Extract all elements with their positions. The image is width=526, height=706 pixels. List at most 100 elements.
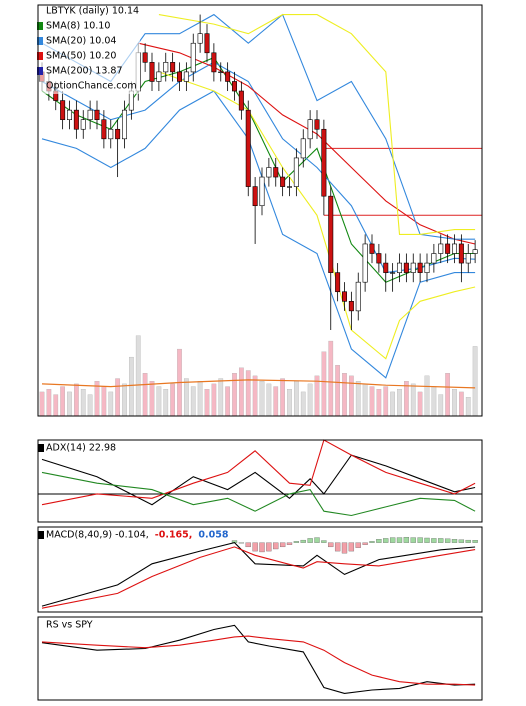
volume-bar <box>355 381 361 417</box>
legend-label: 0.058 <box>198 530 228 541</box>
volume-bar <box>67 391 72 417</box>
candle-body <box>362 243 368 283</box>
volume-bar <box>369 386 375 417</box>
histogram-bar <box>293 541 300 543</box>
legend-swatch <box>37 67 43 75</box>
candle-body <box>335 272 341 293</box>
line-series <box>158 14 476 235</box>
histogram-bar <box>376 539 382 543</box>
candle-body <box>218 71 224 74</box>
histogram-bar <box>321 540 327 543</box>
volume-bar <box>135 335 141 417</box>
volume-bar <box>252 375 258 417</box>
chart-title: LBTYK (daily) 10.14 <box>46 6 139 17</box>
candle-body <box>307 119 313 140</box>
histogram-bar <box>300 539 306 543</box>
candle-body <box>293 157 299 187</box>
legend-swatch <box>37 52 43 60</box>
candle-body <box>383 262 389 273</box>
volume-bar <box>101 386 107 417</box>
histogram-bar <box>369 541 375 543</box>
volume-bar <box>156 386 162 417</box>
histogram-bar <box>424 537 430 543</box>
volume-bar <box>163 389 169 417</box>
volume-bar <box>197 381 203 417</box>
candle-body <box>417 262 423 273</box>
histogram-bar <box>403 536 410 543</box>
histogram-bar <box>273 542 279 550</box>
volume-bar <box>108 391 114 417</box>
volume-bar <box>280 378 285 417</box>
volume-bar <box>190 386 196 417</box>
candle-body <box>445 243 451 254</box>
volume-bar <box>472 346 478 417</box>
legend-swatch <box>37 37 43 45</box>
candle-body <box>300 138 306 159</box>
candle-body <box>190 42 196 73</box>
volume-bar <box>362 383 368 417</box>
candle-body <box>60 100 66 120</box>
histogram-bar <box>472 540 478 543</box>
candle-body <box>424 262 430 273</box>
volume-bar <box>122 383 127 417</box>
price-frame <box>37 4 483 417</box>
legend-label: -0.165, <box>155 530 193 541</box>
candle-body <box>94 109 100 120</box>
histogram-bar <box>286 542 293 545</box>
candle-body <box>396 262 402 273</box>
volume-bar <box>142 373 148 417</box>
histogram-bar <box>362 542 368 545</box>
histogram-bar <box>465 539 471 543</box>
candle-body <box>183 71 189 82</box>
legend-label: SMA(20) 10.04 <box>46 36 116 47</box>
candle-body <box>431 253 437 264</box>
candle-body <box>438 243 444 254</box>
candle-body <box>211 52 217 73</box>
candle-body <box>286 186 292 188</box>
candle-body <box>80 119 86 130</box>
candle-body <box>108 128 114 140</box>
volume-bar <box>321 351 327 417</box>
line-series <box>41 471 476 517</box>
line-series <box>41 624 476 694</box>
legend-label: ADX(14) 22.98 <box>46 443 116 454</box>
volume-bar <box>431 386 437 417</box>
volume-bar <box>74 383 79 417</box>
histogram-bar <box>314 537 320 543</box>
histogram-bar <box>444 538 451 543</box>
candle-body <box>122 109 128 140</box>
candle-body <box>451 243 457 254</box>
annotation: OptionChance.com <box>46 81 137 92</box>
candle-body <box>170 62 176 73</box>
volume-bar <box>218 378 224 417</box>
volume-bar <box>410 383 416 417</box>
volume-bar <box>149 381 155 417</box>
volume-bar <box>417 391 423 417</box>
volume-bar <box>294 381 299 417</box>
histogram-bar <box>396 537 403 543</box>
candle-body <box>266 167 272 178</box>
volume-bar <box>225 386 230 417</box>
candle-body <box>472 249 478 254</box>
volume-bar <box>383 386 389 417</box>
candle-body <box>328 195 334 273</box>
candle-body <box>225 71 231 82</box>
volume-bar <box>307 383 313 417</box>
volume-bar <box>438 394 444 417</box>
histogram-bar <box>348 542 355 552</box>
text-layer: LBTYK (daily) 10.14 SMA(8) 10.10 SMA(20) 1… <box>37 4 229 631</box>
histogram-bar <box>245 542 251 548</box>
legend-swatch <box>38 531 44 539</box>
volume-bar <box>376 389 382 417</box>
volume-bar <box>211 383 217 417</box>
candle-body <box>273 167 279 178</box>
line-series <box>41 454 476 506</box>
histogram-bar <box>410 537 416 543</box>
candle-body <box>369 243 375 254</box>
volume-bar <box>115 378 120 417</box>
legend-swatch <box>38 444 44 452</box>
volume-bar <box>46 389 52 417</box>
candle-body <box>355 281 361 312</box>
macd-frame <box>37 526 483 613</box>
